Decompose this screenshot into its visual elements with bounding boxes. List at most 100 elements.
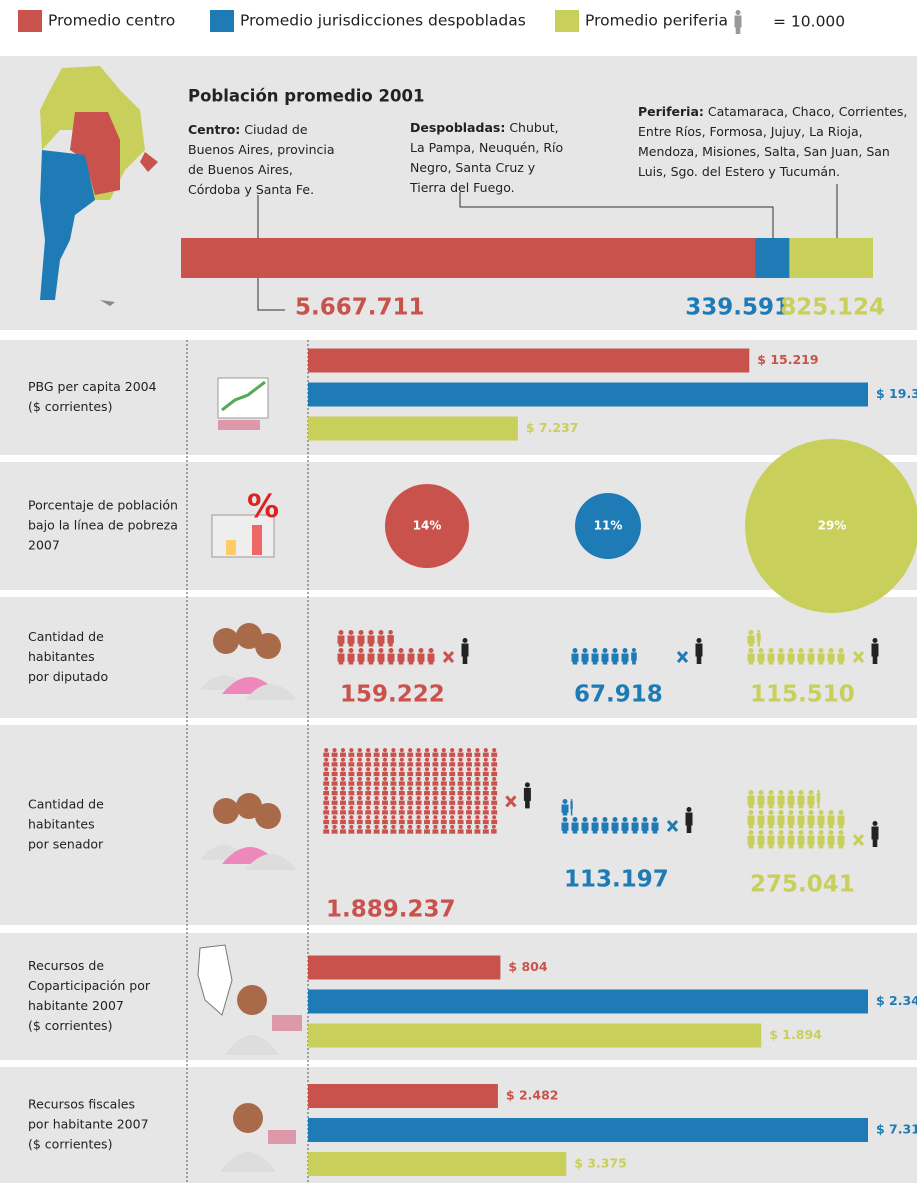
row-label: Coparticipación por — [28, 978, 151, 993]
row-label: habitantes — [28, 817, 95, 832]
bar — [308, 1152, 567, 1176]
bubble — [745, 439, 917, 613]
group-text: Negro, Santa Cruz y — [410, 160, 536, 175]
pictogram — [571, 648, 637, 665]
group-line: Entre Ríos, Formosa, Jujuy, La Rioja, — [638, 124, 863, 139]
population-value: 825.124 — [780, 295, 885, 321]
pictogram — [561, 799, 659, 834]
pictogram — [747, 790, 845, 849]
group-line: Ciudad de — [244, 122, 308, 137]
group-line: La Pampa, Neuquén, Río — [410, 140, 563, 155]
unit-person — [695, 638, 703, 664]
bubble-value: 14% — [413, 519, 442, 533]
bar-value: $ 19.314 — [876, 386, 917, 401]
bar-value: $ 804 — [508, 959, 547, 974]
bubble-value: 11% — [594, 519, 623, 533]
group-text: Entre Ríos, Formosa, Jujuy, La Rioja, — [638, 124, 863, 139]
unit-person — [523, 782, 531, 809]
bubble — [575, 493, 641, 559]
row-label: por diputado — [28, 669, 108, 684]
times-sign — [505, 795, 517, 808]
bar — [308, 382, 868, 407]
group-line: de Buenos Aires, — [188, 162, 293, 177]
row-label: Recursos fiscales — [28, 1097, 135, 1112]
group-line: Córdoba y Santa Fe. — [188, 182, 314, 197]
legend-swatch — [555, 10, 579, 32]
row-label: habitante 2007 — [28, 998, 124, 1013]
unit-person — [871, 821, 879, 847]
pictogram-value: 1.889.237 — [326, 897, 456, 923]
row-label: Recursos de — [28, 958, 104, 973]
legend-label: Promedio periferia — [585, 12, 728, 30]
row-label: Cantidad de — [28, 797, 104, 812]
bar — [308, 1084, 498, 1108]
group-text: Tierra del Fuego. — [409, 180, 515, 195]
bar-value: $ 2.340 — [876, 993, 917, 1008]
row-label: Cantidad de — [28, 629, 104, 644]
row-label: ($ corrientes) — [28, 1137, 112, 1152]
row-label: por habitante 2007 — [28, 1117, 149, 1132]
population-value: 339.591 — [685, 295, 790, 321]
times-sign — [852, 833, 865, 847]
group-heading: Despobladas: — [410, 120, 505, 135]
pictogram — [747, 630, 845, 665]
population-panel — [0, 56, 917, 330]
bar-value: $ 15.219 — [757, 352, 818, 367]
times-sign — [852, 650, 865, 664]
legend-label: Promedio jurisdicciones despobladas — [240, 12, 526, 30]
leader-line — [257, 184, 838, 311]
pictogram — [337, 630, 435, 665]
row-label: PBG per capita 2004 — [28, 379, 157, 394]
bar-value: $ 3.375 — [574, 1156, 627, 1171]
group-text: Luis, Sgo. del Estero y Tucumán. — [638, 164, 840, 179]
row-label: 2007 — [28, 538, 60, 553]
group-text: Despobladas: Chubut, — [410, 120, 559, 135]
group-line: Tierra del Fuego. — [409, 180, 515, 195]
pictogram-value: 159.222 — [340, 682, 445, 708]
bar — [308, 955, 501, 980]
bar — [308, 416, 518, 441]
times-sign — [442, 650, 455, 664]
map — [40, 66, 158, 306]
group-line: Luis, Sgo. del Estero y Tucumán. — [638, 164, 840, 179]
pictogram-value: 113.197 — [564, 867, 669, 893]
bar-value: $ 7.237 — [526, 420, 579, 435]
population-bar — [789, 238, 873, 278]
legend-swatch — [18, 10, 42, 32]
bar — [308, 989, 868, 1014]
population-bar — [181, 238, 756, 278]
pictogram-value: 115.510 — [750, 682, 855, 708]
legend-label: Promedio centro — [48, 12, 175, 30]
bar — [308, 1118, 868, 1142]
row-label: habitantes — [28, 649, 95, 664]
times-sign — [666, 819, 679, 833]
row-label: Porcentaje de población — [28, 498, 178, 513]
population-bar — [755, 238, 790, 278]
pictogram-value: 275.041 — [750, 872, 855, 898]
pictogram — [323, 747, 498, 834]
row-label: por senador — [28, 837, 104, 852]
unit-person — [871, 638, 879, 664]
chart-icon — [211, 377, 275, 558]
group-heading: Periferia: — [638, 104, 704, 119]
group-text: Córdoba y Santa Fe. — [188, 182, 314, 197]
unit-person — [461, 638, 469, 664]
percent-icon: % — [247, 487, 279, 525]
group-line: Buenos Aires, provincia — [188, 142, 335, 157]
group-text: Periferia: Catamaraca, Chaco, Corrientes, — [638, 104, 907, 119]
group-text: La Pampa, Neuquén, Río — [410, 140, 563, 155]
bubble — [385, 484, 469, 568]
bar — [308, 348, 750, 373]
population-title: Población promedio 2001 — [188, 87, 424, 106]
group-line: Catamaraca, Chaco, Corrientes, — [708, 104, 907, 119]
legend-icon-label: = 10.000 — [773, 13, 845, 31]
legend-swatch — [210, 10, 234, 32]
bubble-value: 29% — [818, 519, 847, 533]
group-line: Chubut, — [509, 120, 558, 135]
bar — [308, 1023, 762, 1048]
row-label: ($ corrientes) — [28, 399, 112, 414]
group-line: Negro, Santa Cruz y — [410, 160, 536, 175]
bar-value: $ 7.319 — [876, 1122, 917, 1137]
legend-icon — [734, 10, 742, 34]
